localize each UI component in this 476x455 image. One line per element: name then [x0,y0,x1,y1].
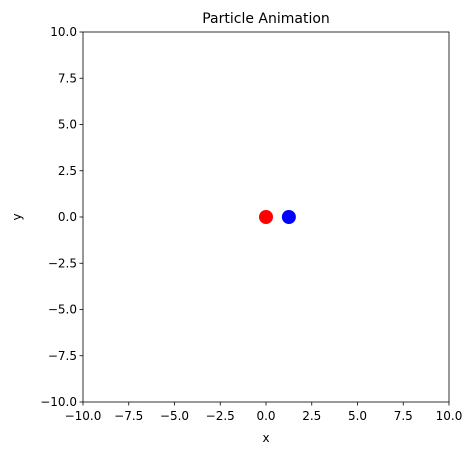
x-tick-label: 2.5 [302,409,321,423]
x-tick-label: −10.0 [65,409,102,423]
y-tick-label: −5.0 [48,303,77,317]
y-tick-label: 0.0 [58,210,77,224]
y-tick-label: −2.5 [48,256,77,270]
particle-point-0 [259,210,273,224]
x-tick-label: −2.5 [206,409,235,423]
y-tick-label: −10.0 [40,395,77,409]
points-layer [259,210,296,224]
x-tick-label: 10.0 [436,409,463,423]
x-tick-label: −7.5 [114,409,143,423]
y-tick-label: 10.0 [50,25,77,39]
x-axis-ticks: −10.0 −7.5 −5.0 −2.5 0.0 2.5 5.0 7.5 10.0 [65,402,463,423]
particle-point-1 [281,210,296,224]
y-tick-label: 2.5 [58,164,77,178]
x-tick-label: −5.0 [160,409,189,423]
y-tick-label: −7.5 [48,349,77,363]
x-tick-label: 0.0 [256,409,275,423]
y-tick-label: 7.5 [58,71,77,85]
y-axis-ticks: −10.0 −7.5 −5.0 −2.5 0.0 2.5 5.0 7.5 10.0 [40,25,83,409]
chart-title: Particle Animation [202,11,330,27]
x-tick-label: 7.5 [394,409,413,423]
x-tick-label: 5.0 [348,409,367,423]
x-axis-label: x [262,431,269,445]
y-axis-label: y [10,213,24,220]
y-tick-label: 5.0 [58,118,77,132]
